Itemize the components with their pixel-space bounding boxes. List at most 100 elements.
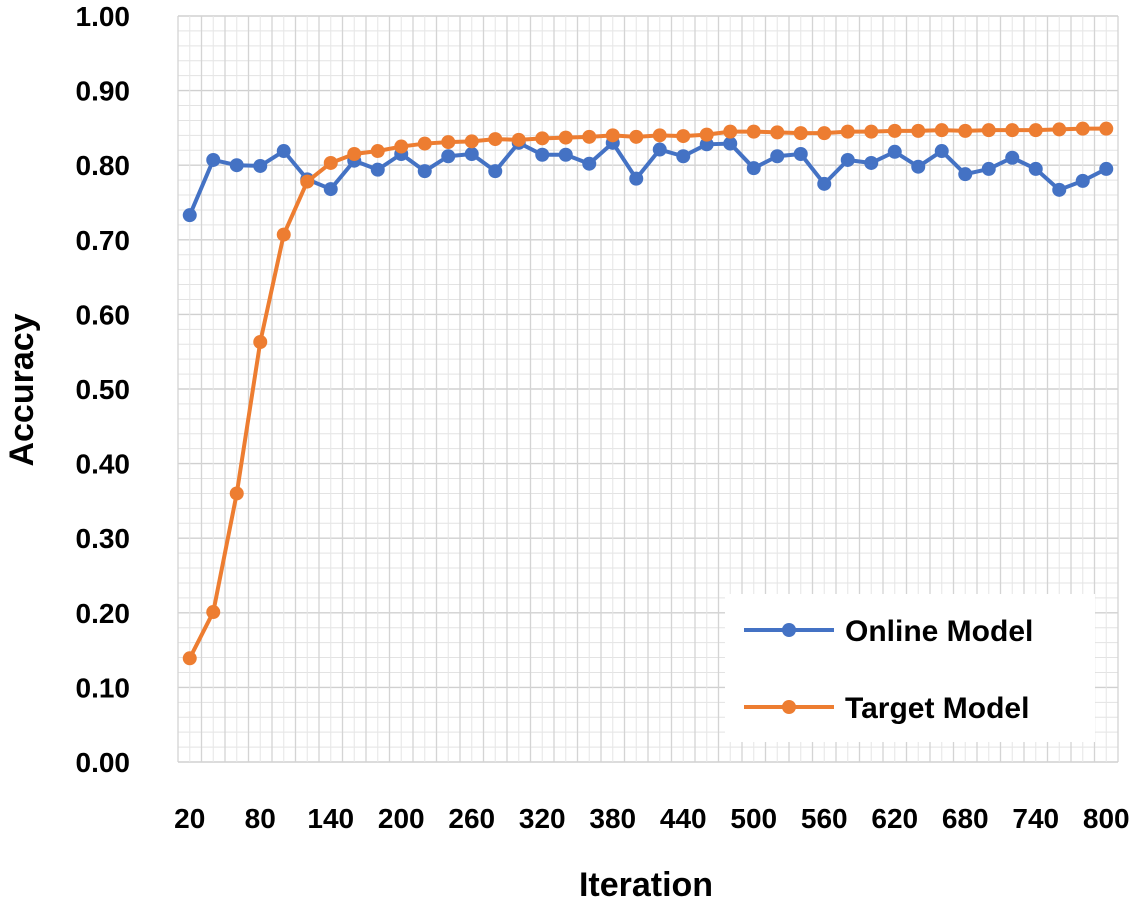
point-target-model xyxy=(840,124,855,139)
point-online-model xyxy=(746,161,761,176)
point-target-model xyxy=(1099,121,1114,136)
point-online-model xyxy=(229,158,244,173)
legend-label-target: Target Model xyxy=(845,692,1029,725)
point-target-model xyxy=(746,124,761,139)
point-target-model xyxy=(652,128,667,143)
point-online-model xyxy=(206,152,221,167)
point-target-model xyxy=(629,129,644,144)
point-online-model xyxy=(276,144,291,159)
point-target-model xyxy=(441,135,456,150)
x-tick-label: 560 xyxy=(801,803,848,834)
point-target-model xyxy=(488,132,503,147)
point-online-model xyxy=(864,155,879,170)
point-online-model xyxy=(770,149,785,164)
line-target-model xyxy=(187,126,1107,660)
point-online-model xyxy=(488,164,503,179)
point-target-model xyxy=(558,130,573,145)
point-target-model xyxy=(347,147,362,162)
point-target-model xyxy=(793,126,808,141)
point-target-model xyxy=(676,129,691,144)
point-target-model xyxy=(1052,122,1067,137)
point-online-model xyxy=(911,159,926,174)
point-online-model xyxy=(1005,150,1020,165)
point-online-model xyxy=(629,171,644,186)
point-target-model xyxy=(817,126,832,141)
point-target-model xyxy=(699,127,714,142)
y-axis-ticks: 0.00 0.10 0.20 0.30 0.40 0.50 0.60 0.70 0.80 0.90… xyxy=(76,1,131,778)
point-target-model xyxy=(605,128,620,143)
point-online-model xyxy=(1099,161,1114,176)
point-target-model xyxy=(981,123,996,138)
y-tick-label: 0.30 xyxy=(76,523,131,554)
point-target-model xyxy=(911,123,926,138)
point-target-model xyxy=(1075,121,1090,136)
point-online-model xyxy=(958,167,973,182)
point-target-model xyxy=(887,123,902,138)
series-target-model xyxy=(182,121,1114,666)
point-target-model xyxy=(323,155,338,170)
point-online-model xyxy=(535,147,550,162)
x-tick-label: 200 xyxy=(378,803,425,834)
x-tick-label: 500 xyxy=(730,803,777,834)
point-target-model xyxy=(370,144,385,159)
y-tick-label: 0.10 xyxy=(76,672,131,703)
y-tick-label: 0.80 xyxy=(76,150,131,181)
x-tick-label: 380 xyxy=(589,803,636,834)
point-target-model xyxy=(229,486,244,501)
point-target-model xyxy=(934,123,949,138)
point-online-model xyxy=(1028,161,1043,176)
point-online-model xyxy=(558,147,573,162)
point-target-model xyxy=(535,131,550,146)
point-target-model xyxy=(511,132,526,147)
point-online-model xyxy=(723,136,738,151)
x-tick-label: 740 xyxy=(1012,803,1059,834)
gridlines xyxy=(177,15,1119,763)
y-tick-label: 0.20 xyxy=(76,598,131,629)
point-online-model xyxy=(652,142,667,157)
point-online-model xyxy=(253,158,268,173)
point-target-model xyxy=(417,136,432,151)
x-tick-label: 80 xyxy=(245,803,276,834)
point-online-model xyxy=(441,149,456,164)
point-online-model xyxy=(370,162,385,177)
series-lines xyxy=(182,121,1114,666)
point-online-model xyxy=(417,164,432,179)
point-online-model xyxy=(817,176,832,191)
point-target-model xyxy=(206,605,221,620)
point-online-model xyxy=(182,208,197,223)
point-target-model xyxy=(394,139,409,154)
y-tick-label: 0.90 xyxy=(76,76,131,107)
x-tick-label: 260 xyxy=(448,803,495,834)
x-axis-title: Iteration xyxy=(579,866,713,898)
point-target-model xyxy=(723,124,738,139)
point-online-model xyxy=(582,156,597,171)
point-target-model xyxy=(182,651,197,666)
point-target-model xyxy=(770,125,785,140)
y-tick-label: 0.70 xyxy=(76,225,131,256)
legend-marker-online xyxy=(782,623,796,637)
x-tick-label: 320 xyxy=(519,803,566,834)
point-online-model xyxy=(676,149,691,164)
point-target-model xyxy=(253,335,268,350)
legend-box xyxy=(725,594,1095,742)
point-target-model xyxy=(1028,123,1043,138)
x-tick-label: 680 xyxy=(942,803,989,834)
x-tick-label: 620 xyxy=(871,803,918,834)
point-target-model xyxy=(582,129,597,144)
y-axis-title: Accuracy xyxy=(3,313,41,466)
x-tick-label: 140 xyxy=(307,803,354,834)
y-tick-label: 0.00 xyxy=(76,747,131,778)
point-target-model xyxy=(958,123,973,138)
point-target-model xyxy=(300,174,315,189)
point-online-model xyxy=(793,147,808,162)
point-online-model xyxy=(699,137,714,152)
legend-label-online: Online Model xyxy=(845,615,1033,648)
point-target-model xyxy=(1005,123,1020,138)
point-online-model xyxy=(840,152,855,167)
point-online-model xyxy=(464,147,479,162)
point-target-model xyxy=(276,227,291,242)
y-tick-label: 0.50 xyxy=(76,374,131,405)
y-tick-label: 0.40 xyxy=(76,449,131,480)
point-target-model xyxy=(464,134,479,149)
